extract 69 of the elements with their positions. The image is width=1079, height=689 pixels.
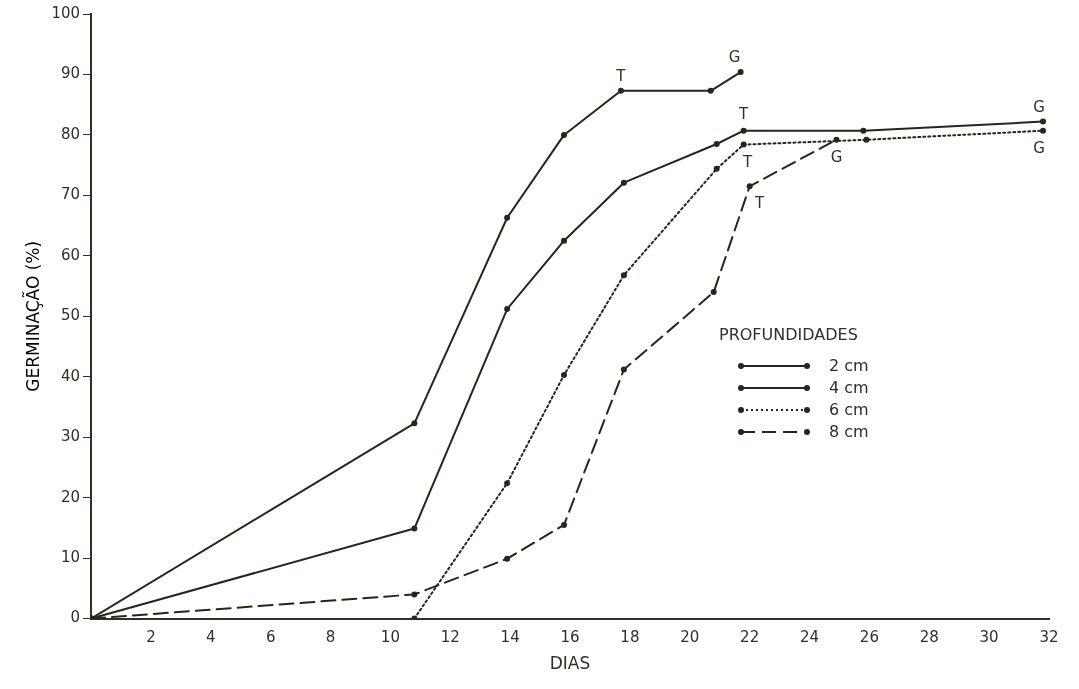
y-tick-label: 40 — [60, 366, 81, 385]
annotation: G — [1033, 138, 1045, 157]
point — [620, 272, 627, 279]
point — [1040, 127, 1047, 134]
point — [617, 87, 624, 94]
y-tick-label: 90 — [60, 64, 81, 83]
point — [411, 420, 418, 427]
y-tick-label: 50 — [60, 306, 81, 325]
x-tick-label: 26 — [859, 628, 879, 647]
point — [1040, 118, 1047, 125]
y-tick-label: 70 — [60, 185, 81, 204]
point — [707, 87, 714, 94]
annotation: T — [754, 194, 766, 213]
legend-label: 6 cm — [829, 400, 869, 420]
y-tick-label: 100 — [51, 3, 81, 22]
legend-label: 4 cm — [829, 378, 869, 398]
y-tick-label: 30 — [60, 427, 81, 446]
point — [411, 591, 418, 598]
point — [504, 306, 511, 313]
annotation: G — [728, 48, 741, 67]
point — [561, 237, 568, 244]
x-tick-label: 8 — [325, 628, 336, 647]
legend-label: 8 cm — [829, 422, 869, 442]
x-tick-label: 6 — [265, 628, 276, 647]
x-tick-label: 24 — [799, 628, 820, 647]
y-axis-title: GERMINAÇÃO (%) — [21, 240, 43, 392]
point — [713, 165, 720, 172]
point — [561, 131, 568, 138]
x-tick-label: 20 — [680, 628, 700, 647]
point — [504, 214, 511, 221]
point — [561, 521, 568, 528]
point — [713, 140, 720, 147]
x-tick-label: 10 — [380, 628, 400, 647]
point — [620, 366, 627, 373]
x-tick-label: 14 — [500, 628, 520, 647]
x-tick-label: 22 — [740, 628, 760, 647]
y-tick-label: 10 — [60, 548, 81, 567]
point — [561, 371, 568, 378]
point — [863, 136, 870, 143]
x-tick-label: 28 — [919, 628, 939, 647]
annotation: T — [615, 66, 627, 85]
x-tick-label: 16 — [560, 628, 580, 647]
point — [620, 179, 627, 186]
y-tick-label: 80 — [60, 124, 81, 143]
annotation: G — [830, 147, 843, 166]
point — [504, 555, 511, 562]
x-axis-title: DIAS — [549, 653, 591, 674]
point — [504, 480, 511, 487]
x-tick-label: 32 — [1039, 628, 1059, 647]
point — [710, 289, 717, 296]
y-tick-label: 0 — [70, 608, 81, 627]
point — [740, 141, 747, 148]
x-tick-label: 18 — [620, 628, 640, 647]
point — [746, 183, 753, 190]
point — [411, 525, 418, 532]
x-tick-label: 30 — [979, 628, 999, 647]
point — [737, 69, 744, 76]
point — [860, 127, 867, 134]
x-tick-label: 4 — [206, 628, 216, 647]
y-tick-label: 20 — [60, 487, 81, 506]
point — [740, 127, 747, 134]
annotation: T — [742, 152, 754, 171]
x-tick-label: 2 — [146, 628, 156, 647]
annotation: T — [738, 104, 750, 123]
annotation: G — [1033, 97, 1045, 116]
x-tick-label: 12 — [440, 628, 460, 647]
legend-label: 2 cm — [829, 356, 869, 376]
y-tick-label: 60 — [60, 245, 81, 264]
legend-title: PROFUNDIDADES — [719, 324, 859, 346]
